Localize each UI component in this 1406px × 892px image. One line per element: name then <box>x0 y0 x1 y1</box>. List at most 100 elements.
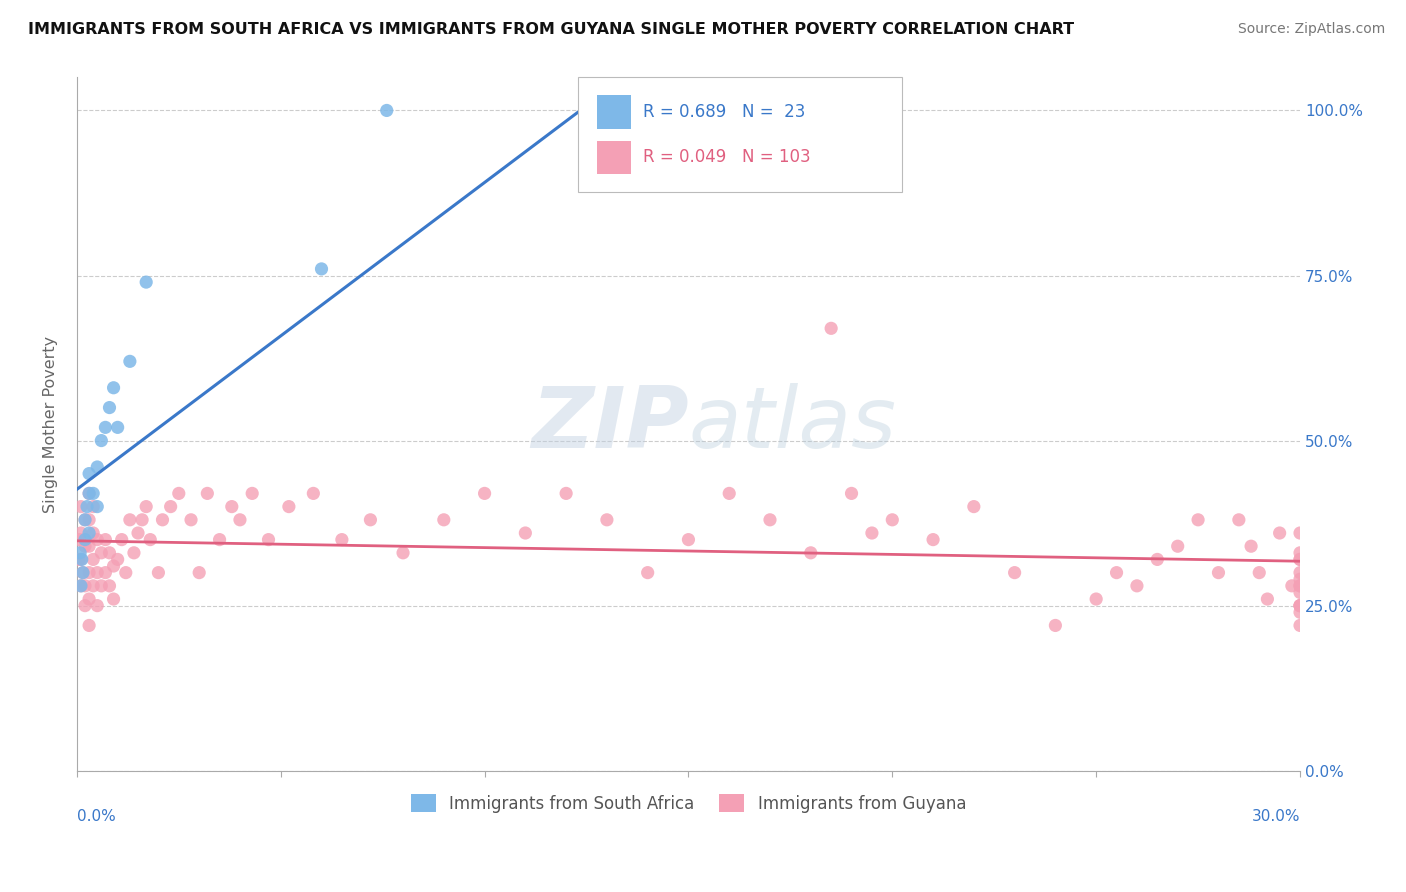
Point <box>82 526 104 541</box>
Point <box>82 579 104 593</box>
Point <box>515 526 537 541</box>
Point <box>1289 585 1312 599</box>
Point <box>159 500 181 514</box>
Point <box>1289 546 1312 560</box>
Point <box>330 533 353 547</box>
Point <box>70 552 93 566</box>
Point <box>70 526 93 541</box>
Point <box>90 434 112 448</box>
Point <box>1289 552 1312 566</box>
Point <box>1004 566 1026 580</box>
Point <box>882 513 904 527</box>
Point <box>103 592 125 607</box>
Point <box>277 500 299 514</box>
Point <box>73 513 96 527</box>
Point <box>359 513 381 527</box>
Point <box>76 500 98 514</box>
Point <box>375 103 398 118</box>
Point <box>1289 618 1312 632</box>
Point <box>1289 552 1312 566</box>
Text: 0.0%: 0.0% <box>77 809 115 824</box>
Point <box>135 500 157 514</box>
Point <box>152 513 174 527</box>
Point <box>77 618 100 632</box>
Point <box>1268 526 1291 541</box>
Point <box>1208 566 1230 580</box>
Point <box>131 513 153 527</box>
FancyBboxPatch shape <box>578 78 903 192</box>
Point <box>257 533 280 547</box>
Point <box>1187 513 1209 527</box>
Point <box>70 579 93 593</box>
Legend: Immigrants from South Africa, Immigrants from Guyana: Immigrants from South Africa, Immigrants… <box>402 786 974 822</box>
Point <box>718 486 741 500</box>
Point <box>72 566 94 580</box>
Point <box>1289 572 1312 586</box>
Point <box>73 579 96 593</box>
Point <box>69 533 91 547</box>
Point <box>77 486 100 500</box>
Text: atlas: atlas <box>689 383 897 466</box>
Point <box>82 486 104 500</box>
Point <box>1289 605 1312 619</box>
Point <box>922 533 945 547</box>
Point <box>98 546 121 560</box>
Point <box>148 566 170 580</box>
Point <box>167 486 190 500</box>
Text: R = 0.049   N = 103: R = 0.049 N = 103 <box>643 148 811 166</box>
Point <box>1289 599 1312 613</box>
Point <box>135 275 157 289</box>
Point <box>72 566 94 580</box>
Text: 30.0%: 30.0% <box>1251 809 1301 824</box>
Point <box>86 599 108 613</box>
Point <box>67 552 90 566</box>
Point <box>77 526 100 541</box>
Point <box>1281 579 1303 593</box>
Point <box>86 460 108 475</box>
Point <box>107 420 129 434</box>
Point <box>433 513 456 527</box>
Point <box>759 513 782 527</box>
Point <box>221 500 243 514</box>
Bar <box>596 95 631 128</box>
Point <box>77 486 100 500</box>
Point <box>1146 552 1168 566</box>
Point <box>122 546 145 560</box>
Point <box>1105 566 1128 580</box>
Point <box>637 566 659 580</box>
Point <box>69 546 91 560</box>
Point <box>90 579 112 593</box>
Point <box>118 354 141 368</box>
Point <box>1227 513 1250 527</box>
Point <box>94 566 117 580</box>
Point <box>86 533 108 547</box>
Point <box>82 552 104 566</box>
Point <box>73 533 96 547</box>
Point <box>103 381 125 395</box>
Point <box>596 513 619 527</box>
Point <box>1045 618 1067 632</box>
Point <box>1256 592 1278 607</box>
Point <box>1289 579 1312 593</box>
Point <box>302 486 325 500</box>
Point <box>841 486 863 500</box>
Point <box>82 500 104 514</box>
Text: R = 0.689   N =  23: R = 0.689 N = 23 <box>643 103 806 121</box>
Point <box>240 486 263 500</box>
Point <box>86 500 108 514</box>
Point <box>1289 579 1312 593</box>
Point <box>180 513 202 527</box>
Point <box>229 513 252 527</box>
Point <box>77 539 100 553</box>
Point <box>94 533 117 547</box>
Point <box>73 599 96 613</box>
Point <box>1289 526 1312 541</box>
Point <box>77 467 100 481</box>
Point <box>678 533 700 547</box>
Point <box>90 546 112 560</box>
Point <box>1289 599 1312 613</box>
Point <box>474 486 496 500</box>
Point <box>1249 566 1271 580</box>
Point <box>98 579 121 593</box>
Point <box>77 566 100 580</box>
